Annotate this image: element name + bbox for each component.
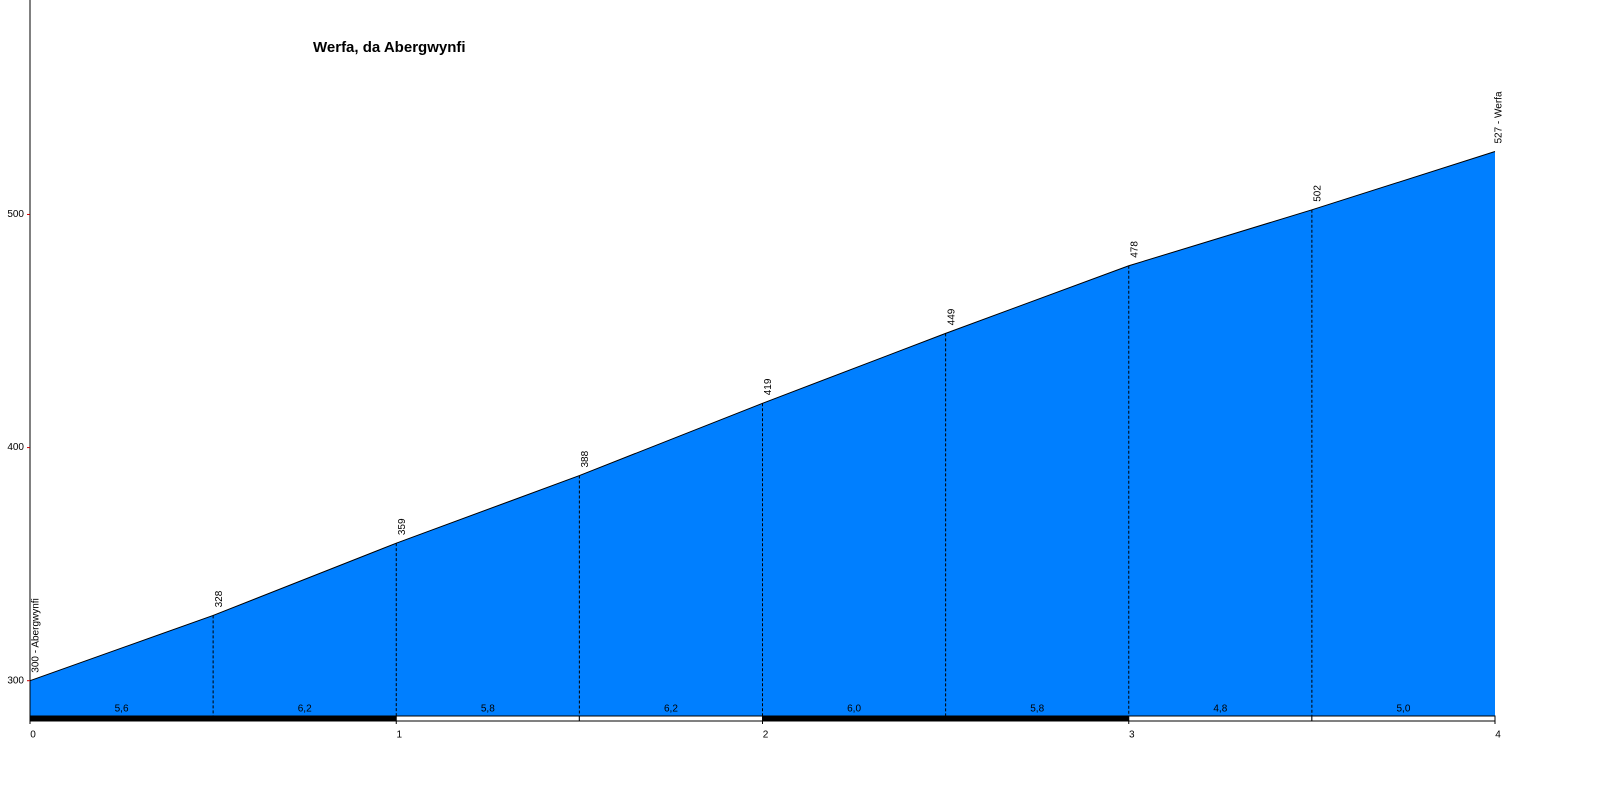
distance-bar bbox=[1128, 715, 1313, 722]
distance-bar bbox=[578, 715, 763, 722]
gradient-label: 6,2 bbox=[664, 704, 678, 715]
gradient-label: 4,8 bbox=[1213, 704, 1227, 715]
point-label: 527 - Werfa bbox=[1494, 91, 1505, 143]
y-tick-label: 400 bbox=[7, 442, 24, 453]
x-tick-label: 2 bbox=[763, 730, 769, 741]
gradient-label: 5,0 bbox=[1396, 704, 1410, 715]
x-tick-label: 1 bbox=[396, 730, 402, 741]
gradient-label: 6,2 bbox=[298, 704, 312, 715]
point-label: 478 bbox=[1129, 241, 1140, 258]
point-label: 502 bbox=[1313, 185, 1324, 202]
distance-bar bbox=[762, 715, 947, 722]
gradient-label: 5,6 bbox=[115, 704, 129, 715]
point-label: 449 bbox=[946, 308, 957, 325]
profile-line bbox=[29, 151, 1496, 682]
y-tick-label: 500 bbox=[7, 209, 24, 220]
x-tick-label: 4 bbox=[1495, 730, 1501, 741]
distance-bar bbox=[945, 715, 1130, 722]
point-label: 419 bbox=[763, 378, 774, 395]
point-label: 300 - Abergwynfi bbox=[31, 598, 42, 673]
point-label: 328 bbox=[214, 590, 225, 607]
gradient-label: 5,8 bbox=[481, 704, 495, 715]
distance-bar bbox=[29, 715, 214, 722]
x-tick-label: 3 bbox=[1129, 730, 1135, 741]
x-tick-label: 0 bbox=[30, 730, 36, 741]
point-label: 359 bbox=[397, 518, 408, 535]
distance-bar bbox=[395, 715, 580, 722]
distance-bar bbox=[1311, 715, 1496, 722]
gradient-label: 6,0 bbox=[847, 704, 861, 715]
gradient-label: 5,8 bbox=[1030, 704, 1044, 715]
distance-bar bbox=[212, 715, 397, 722]
point-label: 388 bbox=[580, 450, 591, 467]
y-tick-label: 300 bbox=[7, 675, 24, 686]
chart-title: Werfa, da Abergwynfi bbox=[313, 39, 466, 56]
